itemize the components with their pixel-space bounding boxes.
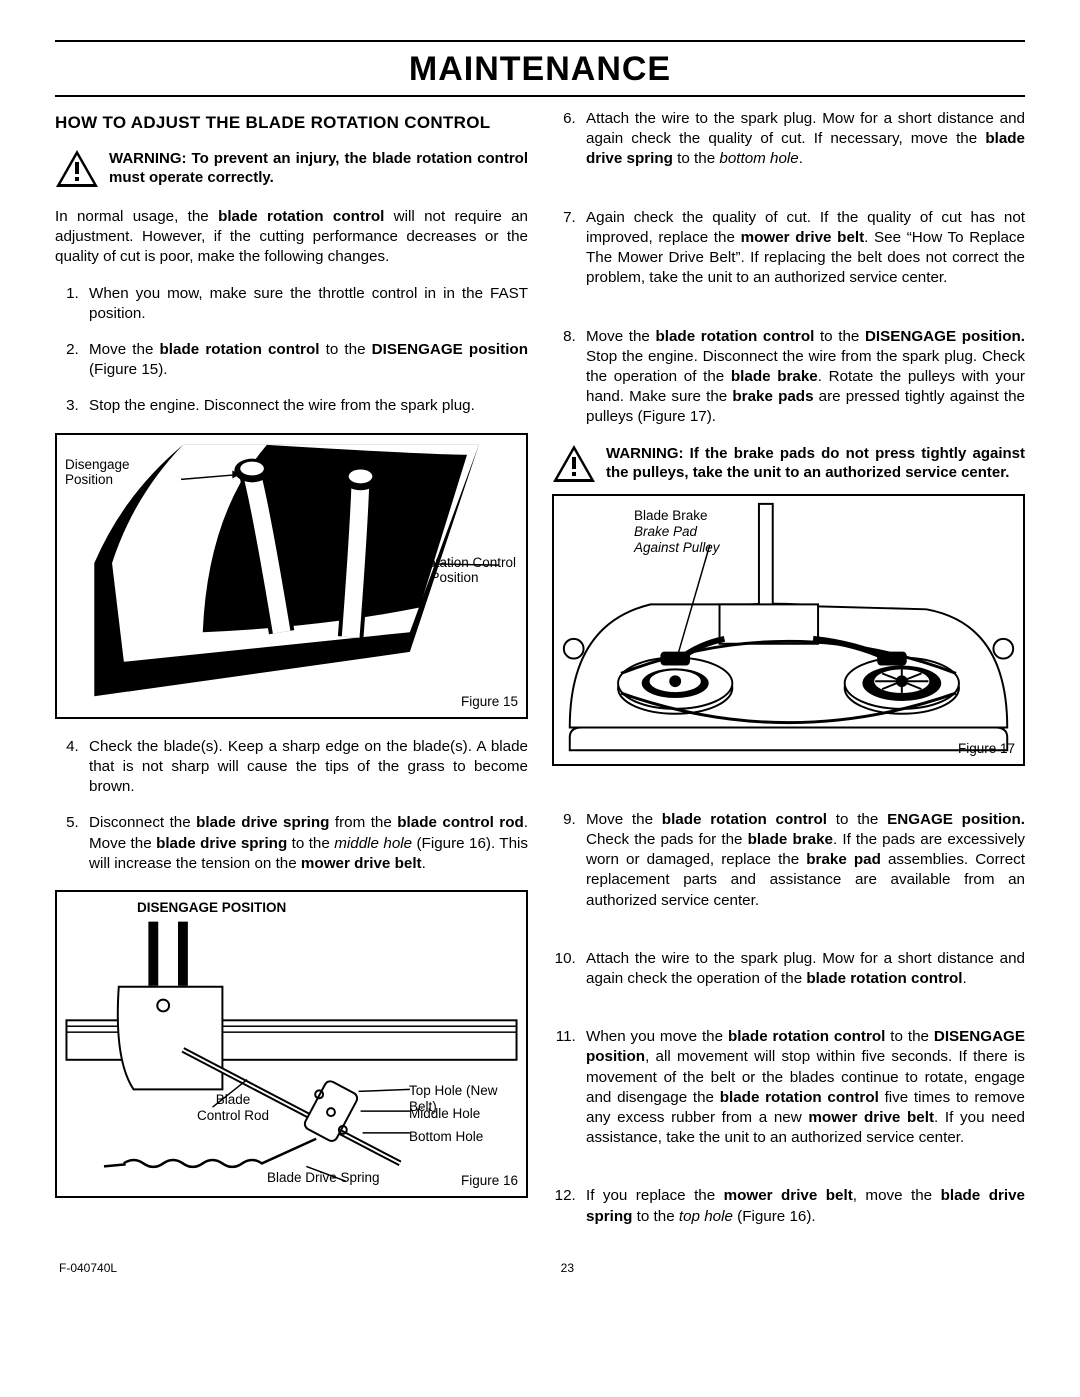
step-3: Stop the engine. Disconnect the wire fro… bbox=[83, 396, 528, 416]
section-heading: How To Adjust The Blade Rotation Control bbox=[55, 111, 528, 135]
step-11: When you move the blade rotation control… bbox=[580, 1027, 1025, 1148]
fig16-label-spring: Blade Drive Spring bbox=[267, 1170, 380, 1186]
steps-right-7: If you replace the mower drive belt, mov… bbox=[552, 1186, 1025, 1226]
warning-text-1: WARNING: To prevent an injury, the blade… bbox=[109, 149, 528, 188]
fig17-label-bb: Blade Brake bbox=[634, 508, 708, 524]
fig16-label-mid: Middle Hole bbox=[409, 1106, 480, 1122]
rule-top bbox=[55, 40, 1025, 42]
step-9: Move the blade rotation control to the E… bbox=[580, 810, 1025, 911]
fig17-label-bp2: Against Pulley bbox=[634, 540, 720, 556]
step-10: Attach the wire to the spark plug. Mow f… bbox=[580, 949, 1025, 989]
steps-right-6: When you move the blade rotation control… bbox=[552, 1027, 1025, 1148]
step-8: Move the blade rotation control to the D… bbox=[580, 327, 1025, 428]
page-title: MAINTENANCE bbox=[55, 50, 1025, 89]
right-column: Attach the wire to the spark plug. Mow f… bbox=[552, 109, 1025, 1243]
step-1: When you mow, make sure the throttle con… bbox=[83, 284, 528, 324]
steps-right-5: Attach the wire to the spark plug. Mow f… bbox=[552, 949, 1025, 989]
warning-text-2: WARNING: If the brake pads do not press … bbox=[606, 444, 1025, 483]
fig16-label-bcr: Blade Control Rod bbox=[197, 1092, 269, 1123]
step-4: Check the blade(s). Keep a sharp edge on… bbox=[83, 737, 528, 798]
fig17-label-bp1: Brake Pad bbox=[634, 524, 697, 540]
warning-block-2: WARNING: If the brake pads do not press … bbox=[552, 444, 1025, 484]
figure-17: Blade Brake Brake Pad Against Pulley Fig… bbox=[552, 494, 1025, 766]
steps-left-1: When you mow, make sure the throttle con… bbox=[55, 284, 528, 417]
warning-icon bbox=[552, 444, 596, 484]
fig15-caption: Figure 15 bbox=[461, 693, 518, 711]
fig17-caption: Figure 17 bbox=[958, 740, 1015, 758]
step-7: Again check the quality of cut. If the q… bbox=[580, 208, 1025, 289]
step-5: Disconnect the blade drive spring from t… bbox=[83, 813, 528, 874]
figure-15: Disengage Position Blade Rotation Contro… bbox=[55, 433, 528, 719]
footer-spacer bbox=[1018, 1261, 1021, 1275]
footer-page-number: 23 bbox=[561, 1261, 574, 1275]
left-column: How To Adjust The Blade Rotation Control… bbox=[55, 109, 528, 1243]
warning-block-1: WARNING: To prevent an injury, the blade… bbox=[55, 149, 528, 189]
page: MAINTENANCE How To Adjust The Blade Rota… bbox=[0, 0, 1080, 1305]
intro-paragraph: In normal usage, the blade rotation cont… bbox=[55, 207, 528, 268]
figure-16: DISENGAGE POSITION Blade Control Rod Top… bbox=[55, 890, 528, 1198]
fig16-title: DISENGAGE POSITION bbox=[137, 900, 286, 916]
steps-right-3: Move the blade rotation control to the D… bbox=[552, 327, 1025, 428]
fig16-caption: Figure 16 bbox=[461, 1172, 518, 1190]
two-column-layout: How To Adjust The Blade Rotation Control… bbox=[55, 109, 1025, 1243]
step-2: Move the blade rotation control to the D… bbox=[83, 340, 528, 380]
figure-17-illustration bbox=[554, 496, 1023, 764]
steps-left-2: Check the blade(s). Keep a sharp edge on… bbox=[55, 737, 528, 874]
steps-right-1: Attach the wire to the spark plug. Mow f… bbox=[552, 109, 1025, 170]
fig15-label-brc: Blade Rotation Control Engage Position bbox=[380, 555, 516, 586]
steps-right-2: Again check the quality of cut. If the q… bbox=[552, 208, 1025, 289]
fig15-label-disengage: Disengage Position bbox=[65, 457, 130, 488]
step-6: Attach the wire to the spark plug. Mow f… bbox=[580, 109, 1025, 170]
steps-right-4: Move the blade rotation control to the E… bbox=[552, 810, 1025, 911]
figure-16-illustration bbox=[57, 892, 526, 1196]
fig16-label-bot: Bottom Hole bbox=[409, 1129, 483, 1145]
warning-icon bbox=[55, 149, 99, 189]
step-12: If you replace the mower drive belt, mov… bbox=[580, 1186, 1025, 1226]
rule-under-title bbox=[55, 95, 1025, 97]
page-footer: F-040740L 23 bbox=[55, 1261, 1025, 1275]
footer-doc-id: F-040740L bbox=[59, 1261, 117, 1275]
